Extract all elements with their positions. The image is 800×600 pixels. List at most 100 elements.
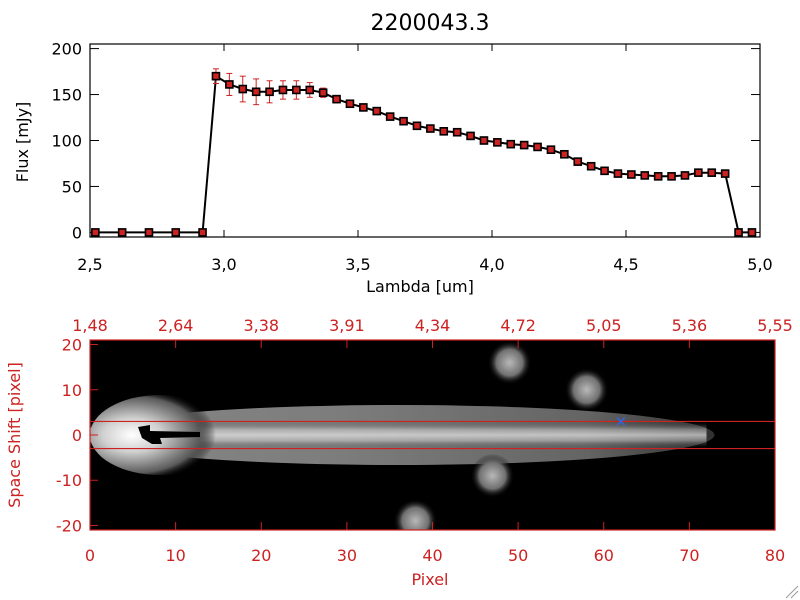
spectrum-point [144, 228, 154, 237]
spectrum-point [318, 88, 328, 98]
image-y-tick-label: -10 [56, 471, 82, 490]
spectrum-x-tick-label: 4,0 [479, 255, 504, 274]
image-x-tick-label: 50 [508, 546, 528, 565]
saturation-hole [138, 425, 200, 444]
spectrum-point [198, 228, 207, 237]
spectrum-point [412, 121, 422, 131]
image-x-tick-label: 20 [251, 546, 271, 565]
spectrum-point [613, 169, 623, 178]
spectrum-plot-frame [89, 43, 761, 238]
spectrum-point [627, 170, 636, 179]
spectrum-point [171, 228, 181, 237]
image-x-tick-label: 0 [85, 546, 95, 565]
spectrum-point [533, 142, 542, 152]
spectrum-x-tick-label: 4,5 [613, 255, 638, 274]
image-top-tick-label: 4,72 [500, 316, 536, 335]
spectrum-point [345, 99, 355, 109]
image-x-tick-label: 40 [422, 546, 442, 565]
spectrum-point [91, 228, 100, 237]
spectrum-point [332, 94, 341, 104]
spectrum-y-tick-label: 200 [51, 40, 82, 59]
spectrum-point [653, 172, 663, 181]
spectrum-point [426, 124, 435, 133]
image-blob [487, 340, 532, 385]
spectrum-y-tick-label: 0 [72, 223, 82, 242]
chart-title: 2200043.3 [371, 11, 490, 36]
image-top-tick-label: 2,64 [158, 316, 194, 335]
image-x-tick-label: 10 [165, 546, 185, 565]
image-blob [564, 367, 609, 412]
spectrum-point [694, 168, 703, 177]
image-top-tick-label: 3,38 [243, 316, 279, 335]
spectrum-point [734, 228, 743, 237]
spectrum-point [305, 85, 315, 95]
target-marker-icon [616, 416, 626, 426]
resize-grip-icon[interactable] [785, 585, 799, 599]
spectrum-x-tick-label: 5,0 [747, 255, 772, 274]
image-x-tick-label: 30 [337, 546, 357, 565]
spectrum-point [452, 127, 462, 137]
spectrum-y-tick-label: 100 [51, 132, 82, 151]
spectrum-point [600, 166, 609, 176]
image-top-tick-label: 5,05 [586, 316, 622, 335]
spectrum-x-tick-label: 3,5 [345, 255, 370, 274]
image-top-tick-label: 3,91 [329, 316, 365, 335]
spectrum-point [720, 169, 730, 178]
image-y-axis-label: Space Shift [pixel] [5, 362, 24, 508]
spectrum-point [466, 131, 475, 141]
image-y-ticks: -20 -10 0 10 20 [56, 336, 98, 535]
image-x-ticks: 0 10 20 30 40 50 60 70 80 [85, 522, 785, 565]
spectral-image-content [90, 340, 715, 530]
spectrum-point [359, 103, 368, 112]
spectrum-x-tick-label: 2,5 [77, 255, 102, 274]
spectrum-point [479, 136, 489, 145]
image-x-tick-label: 70 [679, 546, 699, 565]
spectrum-y-tick-label: 50 [62, 177, 82, 196]
image-top-tick-label: 1,48 [72, 316, 108, 335]
spectrum-point [238, 84, 248, 94]
spectrum-point [586, 161, 596, 171]
spectrum-point [546, 145, 556, 154]
spectrum-x-axis-label: Lambda [um] [366, 277, 474, 296]
image-top-tick-label: 4,34 [415, 316, 451, 335]
spectrum-point [278, 85, 288, 95]
image-blob [393, 498, 438, 530]
spectrum-y-tick-label: 150 [51, 86, 82, 105]
spectrum-point [707, 168, 717, 177]
spectrum-x-ticks: 2,5 3,0 3,5 4,0 4,5 5,0 [77, 44, 773, 274]
image-x-axis-label: Pixel [411, 570, 448, 589]
spectrum-point [747, 228, 757, 237]
spectrum-point [211, 71, 221, 81]
spectrum-point [265, 87, 274, 97]
spectrum-x-tick-label: 3,0 [211, 255, 236, 274]
spectrum-chart: 2200043.3 2,5 3,0 3,5 4,0 4,5 5,0 0 50 100 150 20… [13, 11, 773, 296]
spectrum-point [372, 106, 382, 116]
spectrum-point [385, 112, 395, 121]
spectrum-line [95, 74, 752, 234]
spectrum-series [91, 68, 757, 237]
spectrum-point [640, 171, 650, 180]
spectrum-point [225, 80, 234, 89]
spectrum-point [117, 228, 127, 237]
image-top-tick-label: 5,36 [672, 316, 708, 335]
spectrum-point [519, 140, 529, 150]
image-x-tick-label: 80 [765, 546, 785, 565]
spectrum-point [493, 138, 502, 147]
image-top-wavelength-ticks: 1,48 2,64 3,38 3,91 4,34 4,72 5,05 5,36 5,55 [72, 316, 793, 348]
image-y-tick-label: 10 [62, 381, 82, 400]
image-y-tick-label: -20 [56, 516, 82, 535]
spectrum-point [292, 85, 301, 95]
image-blobs [90, 340, 715, 530]
image-y-tick-label: 0 [72, 426, 82, 445]
spectrum-point [560, 149, 569, 159]
spectrum-point [573, 157, 583, 166]
spectrum-point [680, 171, 690, 180]
image-x-tick-label: 60 [594, 546, 614, 565]
image-top-tick-label: 5,55 [757, 316, 793, 335]
spectrum-point [399, 116, 408, 126]
spectral-image-chart: 0 10 20 30 40 50 60 70 80 -20 -10 0 10 20 1,48 2,64 3,… [5, 316, 793, 589]
spectrum-point [439, 127, 449, 136]
spectrum-point [251, 87, 261, 97]
spectrum-point [506, 139, 516, 149]
